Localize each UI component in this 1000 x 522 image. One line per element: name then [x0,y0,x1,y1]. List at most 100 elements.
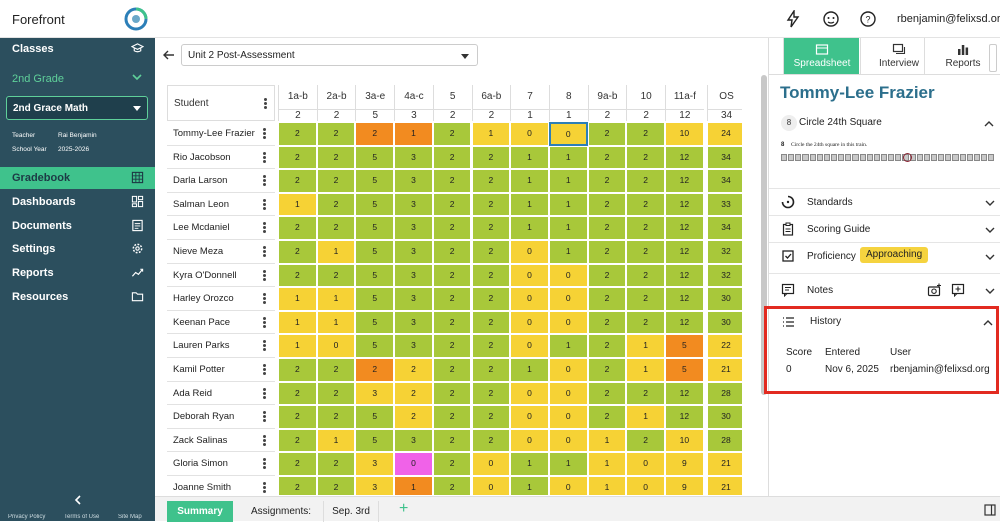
score-cell[interactable]: 1 [394,122,433,146]
student-name[interactable]: Kamil Potter [173,364,225,375]
student-name[interactable]: Joanne Smith [173,482,232,493]
score-cell[interactable]: 2 [278,263,317,288]
add-tab-button[interactable]: + [399,500,409,517]
student-name[interactable]: Kyra O'Donnell [173,269,237,281]
privacy-policy-link[interactable]: Privacy Policy [8,514,46,520]
score-cell[interactable]: 2 [316,263,356,288]
score-cell[interactable]: 5 [355,145,395,170]
more-vertical-icon[interactable] [263,458,267,470]
more-vertical-icon[interactable] [263,151,267,164]
score-cell[interactable]: 2 [432,428,472,453]
score-cell[interactable]: 3 [394,334,433,358]
score-cell[interactable]: 2 [587,216,627,240]
score-cell[interactable]: 2 [355,358,395,382]
student-name[interactable]: Keenan Pace [173,316,231,328]
score-cell[interactable]: 1 [510,216,549,240]
score-cell[interactable]: 5 [355,263,395,288]
student-name[interactable]: Gloria Simon [173,458,228,470]
score-cell[interactable]: 2 [278,452,317,476]
score-cell[interactable]: 1 [316,287,356,311]
bolt-icon[interactable] [784,10,802,28]
student-row[interactable]: Keenan Pace [167,310,275,335]
student-name[interactable]: Rio Jacobson [173,151,231,163]
score-cell[interactable]: 2 [432,334,472,358]
help-icon[interactable]: ? [859,10,877,28]
score-cell[interactable]: 2 [587,381,627,406]
score-cell[interactable]: 2 [432,310,472,335]
logo-icon[interactable] [124,7,148,31]
score-cell[interactable]: 2 [432,169,472,193]
student-name[interactable]: Deborah Ryan [173,411,235,423]
section-notes[interactable]: Notes [769,273,1000,306]
collapse-sidebar-icon[interactable] [72,494,84,506]
score-cell[interactable]: 2 [432,381,472,406]
score-cell[interactable]: 2 [432,145,472,170]
score-cell[interactable]: 2 [626,192,665,217]
score-cell[interactable]: 1 [626,405,665,429]
student-row[interactable]: Lauren Parks [167,334,275,358]
tab-interview[interactable]: Interview [860,38,936,74]
score-cell[interactable]: 2 [471,381,511,406]
score-cell[interactable]: 12 [665,216,704,240]
score-cell[interactable]: 5 [355,240,395,264]
sidebar-item-settings[interactable]: Settings [0,238,155,260]
score-cell[interactable]: 1 [587,452,627,476]
sidebar-item-classes[interactable]: Classes [0,38,155,60]
score-cell[interactable]: 2 [316,476,356,495]
score-cell[interactable]: 1 [510,358,549,382]
score-cell[interactable]: 0 [394,452,433,476]
add-note-icon[interactable] [951,283,965,297]
column-header-code[interactable]: 7 [510,85,549,109]
score-cell[interactable]: 2 [587,334,627,358]
more-vertical-icon[interactable] [263,175,267,187]
score-cell[interactable]: 2 [278,358,317,382]
column-header-code[interactable]: 1a-b [278,85,317,109]
score-cell[interactable]: 2 [471,240,511,264]
score-cell[interactable]: 2 [432,452,472,476]
score-cell[interactable]: 2 [278,428,317,453]
score-cell[interactable]: 1 [394,476,433,495]
score-cell[interactable]: 2 [278,381,317,406]
score-cell[interactable]: 12 [665,192,704,217]
column-header-code[interactable]: 6a-b [471,85,511,109]
score-cell[interactable]: 5 [665,358,704,382]
more-vertical-icon[interactable] [263,269,267,282]
score-cell[interactable]: 1 [510,192,549,217]
student-row[interactable]: Joanne Smith [167,476,275,495]
sidebar-item-documents[interactable]: Documents [0,215,155,237]
score-cell[interactable]: 2 [316,358,356,382]
score-cell[interactable]: 5 [355,169,395,193]
score-cell[interactable]: 1 [278,334,317,358]
more-vertical-icon[interactable] [263,482,267,494]
sidebar-item-reports[interactable]: Reports [0,262,155,284]
score-cell[interactable]: 5 [355,428,395,453]
score-cell[interactable]: 0 [548,310,588,335]
score-cell[interactable]: 1 [316,310,356,335]
score-cell[interactable]: 0 [510,263,549,288]
score-cell[interactable]: 2 [278,216,317,240]
score-cell[interactable]: 2 [278,476,317,495]
score-cell[interactable]: 1 [548,452,588,476]
score-cell[interactable]: 5 [355,405,395,429]
tab-summary[interactable]: Summary [167,501,233,522]
score-cell[interactable]: 2 [432,476,472,495]
face-icon[interactable] [822,10,840,28]
more-vertical-icon[interactable] [263,293,267,305]
score-cell[interactable]: 12 [665,381,704,406]
score-cell[interactable]: 1 [510,476,549,495]
sidebar-item-gradebook[interactable]: Gradebook [0,167,155,189]
student-row[interactable]: Zack Salinas [167,428,275,453]
score-cell[interactable]: 0 [510,240,549,264]
score-cell[interactable]: 10 [665,122,704,146]
score-cell[interactable]: 2 [278,240,317,264]
panel-scrollbar[interactable] [989,44,997,72]
score-cell[interactable]: 2 [316,405,356,429]
more-vertical-icon[interactable] [263,434,267,447]
score-cell[interactable]: 3 [355,476,395,495]
score-cell[interactable]: 2 [587,169,627,193]
student-row[interactable]: Rio Jacobson [167,145,275,170]
more-vertical-icon[interactable] [263,411,267,423]
score-cell[interactable]: 2 [587,240,627,264]
score-cell[interactable]: 2 [432,192,472,217]
score-cell[interactable]: 2 [432,240,472,264]
